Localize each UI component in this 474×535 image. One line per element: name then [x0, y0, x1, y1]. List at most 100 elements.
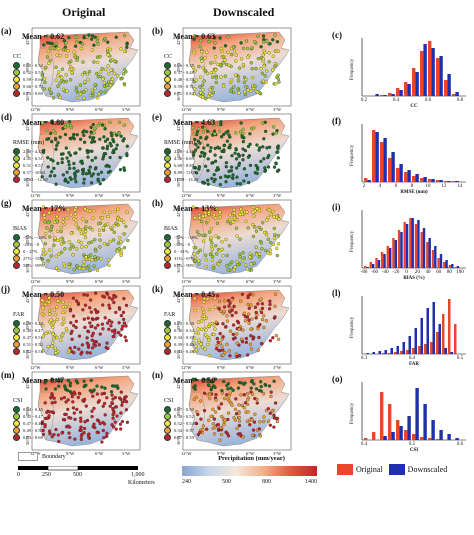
cbar-tick-500: 500: [222, 479, 231, 485]
lon-tick: 3°W: [273, 365, 282, 370]
class-legend: CSI 0.44 - 0.45 0.45 - 0.47 0.47 - 0.49 0.49…: [13, 398, 43, 441]
class-dot-icon: [13, 148, 20, 155]
lon-tick: 3°W: [122, 193, 131, 198]
class-range: 0.45 - 0.47: [23, 414, 43, 419]
boundary-swatch: [18, 452, 38, 461]
mean-value: Mean = 13%: [173, 204, 218, 213]
mean-value: Mean = 0.47: [22, 376, 65, 385]
legend-class: 0.40 - 0.47: [13, 327, 43, 334]
lon-tick: 12°W: [181, 107, 192, 112]
legend-class: 67% - 99%: [164, 262, 198, 269]
class-dot-icon: [164, 262, 171, 269]
legend-class: 0.26 - 0.37: [164, 62, 194, 69]
class-range: 0.26 - 0.37: [174, 63, 194, 68]
lon-tick: 12°W: [181, 365, 192, 370]
class-range: 0.34 - 0.39: [174, 335, 194, 340]
class-range: 0.52 - 0.59: [23, 70, 43, 75]
hist-label: (f): [332, 116, 341, 126]
colorbar-title: Precipitation (mm/year): [218, 455, 285, 462]
class-range: 2.28 - 4.46: [174, 149, 194, 154]
histogram-panel: (i) Frequency -80 -60 -40 -20 0 20 40 60 80 100 BIAS…: [332, 198, 470, 281]
legend-class: 0.30 - 0.34: [164, 327, 194, 334]
lon-tick: 9°W: [66, 279, 75, 284]
hist-label: (o): [332, 374, 343, 384]
class-dot-icon: [13, 413, 20, 420]
lat-tick: 39°N: [176, 234, 181, 244]
iberia-map: [31, 199, 141, 279]
class-dot-icon: [13, 420, 20, 427]
class-dot-icon: [164, 76, 171, 83]
lat-tick: 36°N: [176, 435, 181, 445]
class-range: 0.51 - 0.52: [23, 342, 43, 347]
lat-tick: 39°N: [176, 406, 181, 416]
legend-class: 6.51 - 8.57: [13, 162, 48, 169]
lon-tick: 6°W: [95, 107, 104, 112]
legend-class: 0.66 - 0.73: [13, 83, 43, 90]
legend-class: 27% - 55%: [13, 255, 47, 262]
lon-tick: 6°W: [246, 107, 255, 112]
metric-title: CC: [13, 54, 22, 60]
hist-xlabel: CC: [410, 104, 418, 109]
hist-legend: Original Downscaled: [337, 464, 447, 475]
downscaled-swatch: [388, 464, 405, 475]
class-dot-icon: [164, 413, 171, 420]
lat-tick: 36°N: [176, 91, 181, 101]
lat-tick: 42°N: [176, 293, 181, 303]
lat-tick: 36°N: [176, 177, 181, 187]
class-legend: RMSE (mm) 2.28 - 4.46 4.46 - 6.69 6.69 - 8.…: [164, 140, 198, 183]
lon-tick: 9°W: [217, 451, 226, 456]
legend-class: 2.40 - 4.45: [13, 148, 48, 155]
metric-title: CC: [164, 54, 173, 60]
class-dot-icon: [164, 434, 171, 441]
legend-class: 0.37 - 0.48: [164, 69, 194, 76]
map-panel: (j) Mean = 0.50 FAR 0.28 - 0.40 0.40 - 0.47 0…: [1, 284, 142, 370]
map-panel: (h) Mean = 13% BIAS -72% - -38% -38% - 0 0 - …: [152, 198, 293, 284]
histogram-chart: [361, 124, 466, 183]
class-range: -72% - -38%: [174, 235, 198, 240]
class-range: 0 - 31%: [174, 249, 189, 254]
class-range: 8.57 - 10.63: [23, 170, 46, 175]
class-range: 0.47 - 0.50: [174, 407, 194, 412]
mean-value: Mean = 0.50: [22, 290, 65, 299]
class-range: 6.51 - 8.57: [23, 163, 43, 168]
lat-tick: 42°N: [176, 207, 181, 217]
class-dot-icon: [164, 341, 171, 348]
lon-tick: 6°W: [95, 193, 104, 198]
hist-xtick: -20: [392, 270, 400, 275]
lon-tick: 9°W: [217, 279, 226, 284]
panel-label: (a): [1, 26, 12, 36]
lon-tick: 3°W: [273, 107, 282, 112]
class-dot-icon: [164, 420, 171, 427]
class-dot-icon: [13, 341, 20, 348]
iberia-map: [31, 371, 141, 451]
metric-title: FAR: [13, 312, 25, 318]
mean-value: Mean = 4.80: [22, 118, 65, 127]
hist-xtick: 14: [457, 184, 463, 189]
legend-class: 8.89 - 11.09: [164, 169, 198, 176]
class-range: 0.47 - 0.51: [23, 335, 43, 340]
class-dot-icon: [13, 62, 20, 69]
class-legend: RMSE (mm) 2.40 - 4.45 4.45 - 6.51 6.51 - 8.…: [13, 140, 48, 183]
class-dot-icon: [13, 234, 20, 241]
lon-tick: 9°W: [217, 365, 226, 370]
boundary-legend: Boundary: [18, 452, 66, 461]
class-dot-icon: [13, 176, 20, 183]
class-dot-icon: [13, 248, 20, 255]
lon-tick: 3°W: [122, 279, 131, 284]
lon-tick: 3°W: [273, 193, 282, 198]
class-dot-icon: [13, 241, 20, 248]
hist-xtick: 0.4: [360, 442, 368, 447]
legend-class: 4.46 - 6.69: [164, 155, 198, 162]
map-panel: (d) Mean = 4.80 RMSE (mm) 2.40 - 4.45 4.45 -…: [1, 112, 142, 198]
lat-tick: 39°N: [25, 320, 30, 330]
hist-xtick: -40: [381, 270, 389, 275]
class-dot-icon: [13, 406, 20, 413]
legend-class: 0.73 - 0.80: [13, 90, 43, 97]
class-dot-icon: [13, 434, 20, 441]
lon-tick: 9°W: [66, 107, 75, 112]
histogram-chart: [361, 382, 466, 441]
class-range: 0.71 - 0.82: [174, 91, 194, 96]
lon-tick: 3°W: [122, 365, 131, 370]
histogram-panel: (l) Frequency 0.3 0.4 0.5 FAR: [332, 284, 470, 367]
hist-xtick: 20: [414, 270, 420, 275]
